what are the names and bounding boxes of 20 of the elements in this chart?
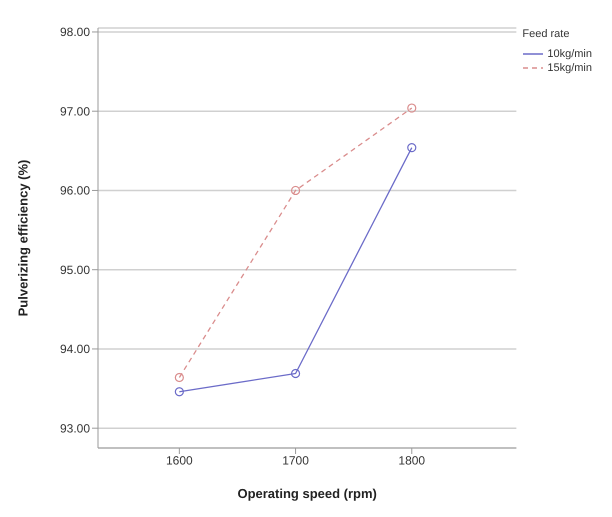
legend-label: 15kg/min — [547, 62, 592, 74]
point — [290, 186, 300, 196]
x-tick-label: 1700 — [282, 454, 310, 468]
x-tick-label: 1800 — [398, 454, 426, 468]
y-tick-label: 93.00 — [60, 421, 90, 436]
y-tick-label: 98.00 — [60, 25, 90, 40]
legend-title: Feed rate — [522, 28, 570, 40]
point — [174, 387, 184, 396]
point — [407, 143, 416, 152]
point — [290, 368, 300, 378]
point — [174, 372, 184, 382]
legend-label: 10kg/min — [547, 48, 592, 60]
point — [407, 103, 416, 113]
x-tick-label: 1600 — [166, 454, 194, 468]
y-tick-label: 95.00 — [60, 262, 90, 277]
y-tick-label: 96.00 — [60, 184, 90, 198]
x-axis-title: Operating speed (rpm) — [237, 486, 377, 501]
y-tick-label: 97.00 — [60, 104, 90, 118]
y-axis-title: Pulverizing efficiency (%) — [16, 160, 31, 316]
y-tick-label: 94.00 — [60, 342, 90, 356]
